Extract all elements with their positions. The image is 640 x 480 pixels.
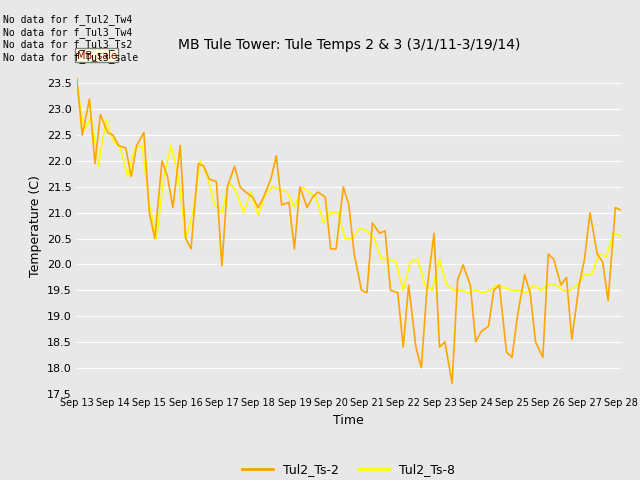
X-axis label: Time: Time bbox=[333, 414, 364, 427]
Text: MB_sale: MB_sale bbox=[77, 49, 116, 60]
Text: No data for f_Tul2_Tw4
No data for f_Tul3_Tw4
No data for f_Tul3_Ts2
No data for: No data for f_Tul2_Tw4 No data for f_Tul… bbox=[3, 14, 138, 63]
Y-axis label: Temperature (C): Temperature (C) bbox=[29, 175, 42, 276]
Legend: Tul2_Ts-2, Tul2_Ts-8: Tul2_Ts-2, Tul2_Ts-8 bbox=[237, 458, 460, 480]
Title: MB Tule Tower: Tule Temps 2 & 3 (3/1/11-3/19/14): MB Tule Tower: Tule Temps 2 & 3 (3/1/11-… bbox=[178, 38, 520, 52]
